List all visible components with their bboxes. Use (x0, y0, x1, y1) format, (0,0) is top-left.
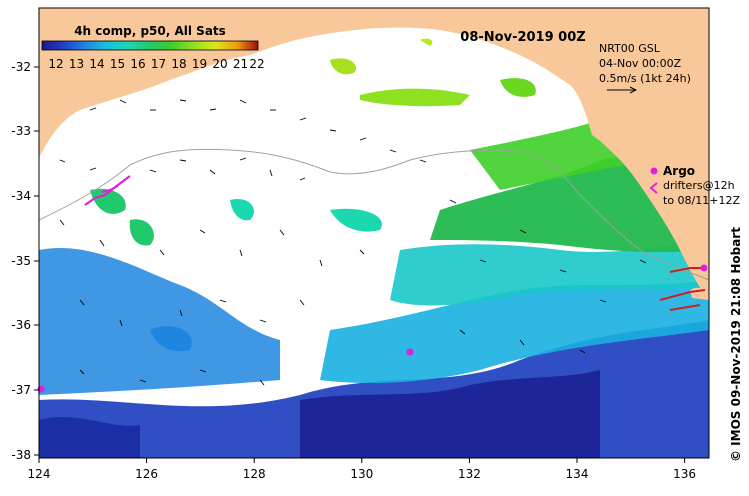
sst-field (39, 38, 709, 458)
colorbar-tick: 20 (212, 57, 227, 71)
x-tick-label: 124 (28, 467, 51, 481)
y-axis: -32 -33 -34 -35 -36 -37 -38 (11, 60, 39, 462)
drifter-legend-line1: drifters@12h (663, 179, 735, 192)
credit-text: © IMOS 09-Nov-2019 21:08 Hobart (729, 227, 743, 462)
colorbar (41, 40, 259, 51)
land-mass (39, 8, 709, 300)
current-source: NRT00 GSL (599, 42, 661, 55)
y-tick-label: -36 (11, 318, 31, 332)
x-tick-label: 134 (566, 467, 589, 481)
argo-float (406, 348, 414, 356)
drifter-legend-icon (649, 182, 658, 194)
plot-frame (38, 7, 710, 459)
map-title: 08-Nov-2019 00Z (460, 30, 585, 45)
x-tick-label: 130 (350, 467, 373, 481)
drifter-legend-line2: to 08/11+12Z (663, 194, 740, 207)
colorbar-ticks: 12 13 14 15 16 17 18 19 20 21 22 (48, 57, 264, 71)
colorbar-tick: 13 (69, 57, 84, 71)
colorbar-tick: 15 (110, 57, 125, 71)
argo-legend-icon (650, 167, 658, 175)
x-tick-label: 136 (673, 467, 696, 481)
y-tick-label: -38 (11, 448, 31, 462)
colorbar-tick: 14 (89, 57, 104, 71)
plot-area (39, 8, 709, 458)
y-tick-label: -37 (11, 383, 31, 397)
shelf-contour (39, 148, 709, 281)
colorbar-tick: 19 (192, 57, 207, 71)
colorbar-tick: 12 (48, 57, 63, 71)
product-label: 4h comp, p50, All Sats (74, 24, 226, 38)
y-tick-label: -33 (11, 124, 31, 138)
argo-legend-label: Argo (663, 164, 695, 178)
marker-legend: Argo drifters@12h to 08/11+12Z (649, 164, 740, 207)
y-tick-label: -32 (11, 60, 31, 74)
y-tick-label: -34 (11, 189, 31, 203)
current-scale: 0.5m/s (1kt 24h) (599, 72, 691, 85)
colorbar-tick: 16 (130, 57, 145, 71)
y-tick-label: -35 (11, 254, 31, 268)
current-date: 04-Nov 00:00Z (599, 57, 682, 70)
colorbar-tick: 17 (151, 57, 166, 71)
x-axis: 124 126 128 130 132 134 136 (28, 458, 696, 481)
x-tick-label: 128 (243, 467, 266, 481)
x-tick-label: 132 (458, 467, 481, 481)
current-vectors (59, 99, 647, 386)
current-legend: NRT00 GSL 04-Nov 00:00Z 0.5m/s (1kt 24h) (599, 42, 691, 94)
scale-arrow-head (629, 86, 638, 94)
argo-float (700, 264, 708, 272)
colorbar-tick: 18 (171, 57, 186, 71)
drifter-tracks (84, 175, 706, 311)
x-tick-label: 126 (135, 467, 158, 481)
colorbar-tick: 21 (233, 57, 248, 71)
colorbar-tick: 22 (249, 57, 264, 71)
